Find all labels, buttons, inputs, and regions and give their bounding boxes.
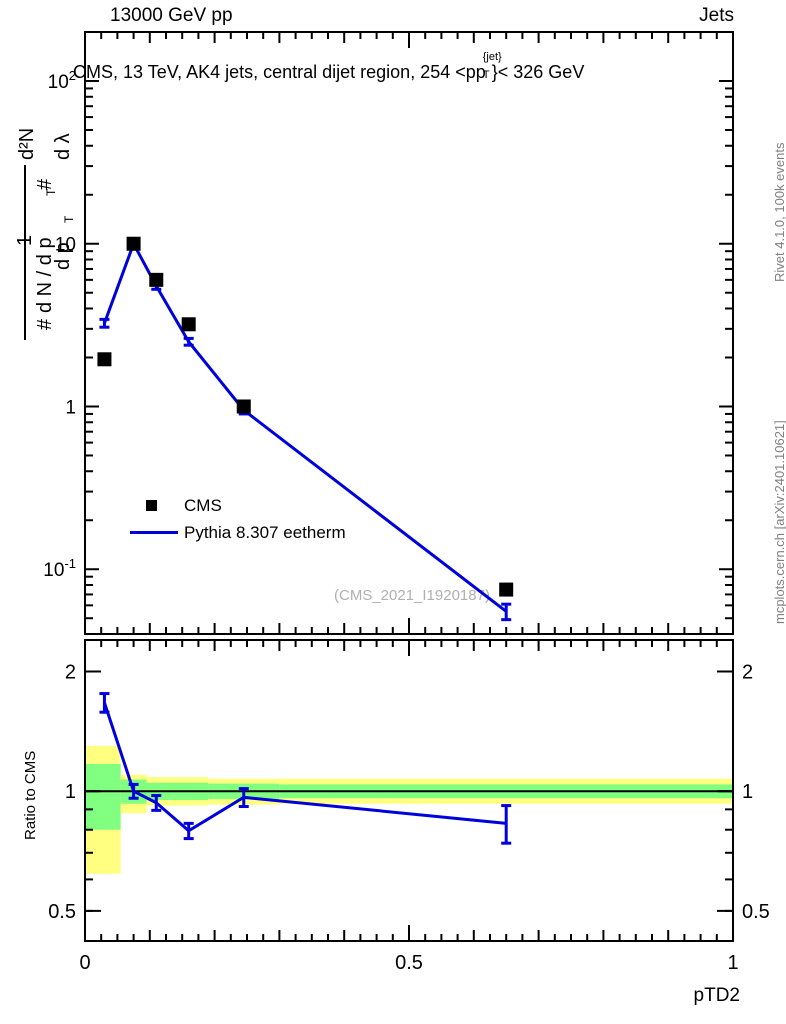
ratio-ytick-label: 2 — [65, 661, 76, 683]
data-marker-cms — [126, 236, 141, 251]
ratio-ytick-label: 1 — [742, 781, 753, 803]
xaxis-tick-label: 1 — [727, 952, 738, 974]
plot-title: CMS, 13 TeV, AK4 jets, central dijet reg… — [73, 51, 585, 82]
mc-line-ratio — [103, 702, 507, 833]
plot-title-subscript: T — [482, 69, 490, 81]
plot-title-text: CMS, 13 TeV, AK4 jets, central dijet reg… — [73, 62, 476, 82]
ratio-ytick-label: 1 — [65, 781, 76, 803]
analysis-id-watermark: (CMS_2021_I1920187) — [334, 587, 490, 604]
mc-line-main — [103, 240, 508, 613]
xaxis-label: pTD2 — [693, 985, 740, 1006]
main-ytick-label: 102 — [48, 68, 76, 93]
xaxis-tick-label: 0.5 — [395, 952, 423, 974]
ratio-ytick-label: 0.5 — [742, 901, 770, 923]
legend-label-pythia: Pythia 8.307 eetherm — [184, 523, 346, 542]
plot-title-tail: }< 326 GeV — [491, 62, 585, 82]
legend-marker-cms — [146, 500, 157, 511]
main-ytick-label: 1 — [65, 397, 76, 418]
data-marker-cms — [181, 317, 196, 332]
header-category-label: Jets — [699, 5, 734, 26]
ratio-ytick-label: 2 — [742, 661, 753, 683]
plot-title-superscript: {jet} — [482, 51, 502, 63]
data-marker-cms — [149, 272, 164, 287]
xaxis-tick-label: 0 — [79, 952, 90, 974]
data-marker-cms — [97, 352, 112, 367]
main-ytick-label: 10-1 — [43, 556, 76, 581]
legend-marker-pythia — [130, 531, 178, 534]
legend-label-cms: CMS — [184, 496, 222, 515]
main-ytick-label: 10 — [55, 235, 76, 256]
data-marker-cms — [236, 399, 251, 414]
ratio-ytick-label: 0.5 — [48, 901, 76, 923]
main-ylabel-fraction-bar — [24, 165, 26, 340]
header-beam-label: 13000 GeV pp — [110, 5, 233, 26]
data-marker-cms — [499, 582, 514, 597]
ratio-uncertainty-band-inner — [85, 764, 121, 830]
